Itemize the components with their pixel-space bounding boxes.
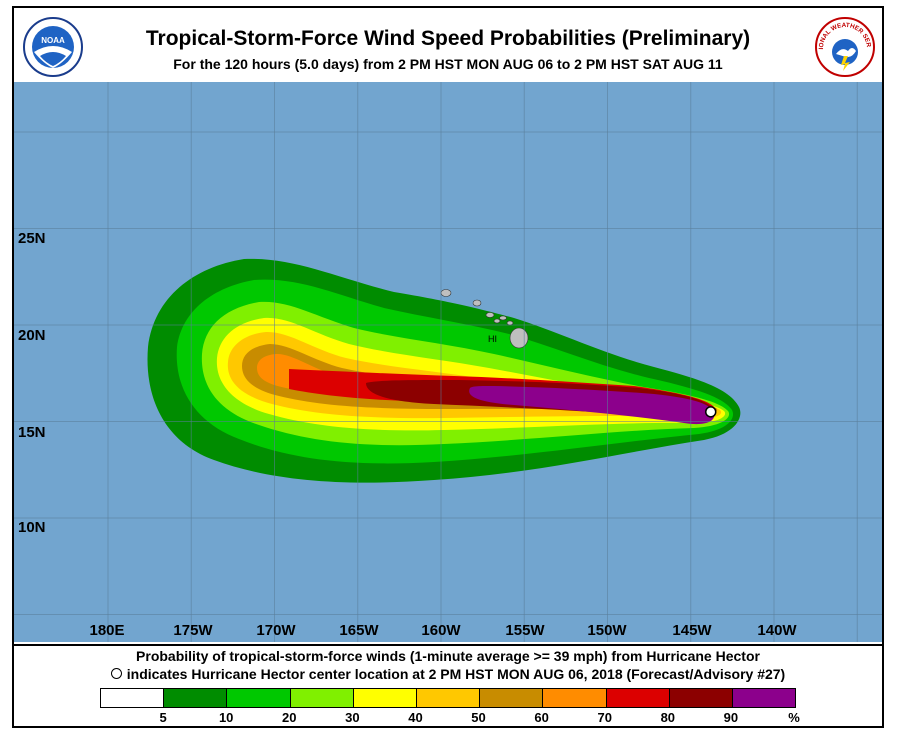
legend-swatch bbox=[227, 689, 291, 707]
noaa-logo: NOAA bbox=[23, 17, 83, 77]
header: NOAA Tropical-Storm-Force Wind Speed Pro… bbox=[14, 8, 882, 82]
legend-swatch bbox=[164, 689, 228, 707]
legend-label: % bbox=[788, 710, 800, 725]
color-legend bbox=[100, 688, 796, 708]
caption-line-2-text: indicates Hurricane Hector center locati… bbox=[126, 666, 786, 682]
lon-label-180e: 180E bbox=[89, 622, 125, 639]
island bbox=[440, 289, 452, 297]
legend-swatch bbox=[101, 689, 165, 707]
page-subtitle: For the 120 hours (5.0 days) from 2 PM H… bbox=[173, 56, 723, 72]
legend-swatch bbox=[732, 689, 796, 707]
legend-label: 30 bbox=[345, 710, 360, 725]
lat-label-25n: 25N bbox=[18, 230, 46, 247]
legend-swatch bbox=[606, 689, 670, 707]
hawaiian-islands bbox=[440, 289, 529, 349]
page-title: Tropical-Storm-Force Wind Speed Probabil… bbox=[145, 27, 751, 50]
probability-contours bbox=[147, 258, 741, 483]
legend-swatch bbox=[353, 689, 417, 707]
lon-label-170w: 170W bbox=[256, 622, 296, 639]
legend-swatch bbox=[416, 689, 481, 707]
noaa-logo-text: NOAA bbox=[41, 36, 65, 45]
hawaii-label: HI bbox=[488, 334, 497, 344]
lon-label-165w: 165W bbox=[339, 622, 379, 639]
lat-label-20n: 20N bbox=[18, 327, 46, 344]
legend-label: 80 bbox=[660, 710, 676, 725]
nws-logo: NATIONAL WEATHER SERVICE bbox=[814, 16, 875, 77]
legend-label: 60 bbox=[534, 710, 549, 725]
caption-line-1: Probability of tropical-storm-force wind… bbox=[136, 648, 760, 664]
island bbox=[472, 299, 482, 307]
caption-line-2: indicates Hurricane Hector center locati… bbox=[14, 666, 882, 682]
island bbox=[485, 312, 495, 318]
lon-label-145w: 145W bbox=[672, 622, 712, 639]
legend-label: 10 bbox=[218, 710, 234, 725]
lat-label-15n: 15N bbox=[18, 424, 46, 441]
lon-label-150w: 150W bbox=[587, 622, 627, 639]
probability-map: HI bbox=[14, 82, 882, 642]
legend-label: 40 bbox=[408, 710, 423, 725]
legend-label: 20 bbox=[282, 710, 297, 725]
lon-label-140w: 140W bbox=[757, 622, 797, 639]
lon-label-155w: 155W bbox=[505, 622, 545, 639]
legend-swatch bbox=[543, 689, 607, 707]
legend-label: 70 bbox=[597, 710, 612, 725]
legend-label: 50 bbox=[471, 710, 486, 725]
island bbox=[509, 327, 529, 349]
legend-label: 90 bbox=[723, 710, 739, 725]
legend-label: 5 bbox=[159, 710, 167, 725]
center-location-icon bbox=[110, 668, 122, 679]
lon-label-160w: 160W bbox=[421, 622, 461, 639]
legend-swatch bbox=[480, 689, 544, 707]
probability-contour-90 bbox=[469, 386, 715, 425]
legend-swatch bbox=[290, 689, 354, 707]
lon-label-175w: 175W bbox=[173, 622, 213, 639]
island bbox=[493, 318, 501, 324]
island bbox=[499, 315, 507, 321]
lat-label-10n: 10N bbox=[18, 519, 46, 536]
island bbox=[506, 320, 514, 326]
storm-center-marker bbox=[704, 406, 717, 418]
legend-swatch bbox=[669, 689, 733, 707]
footer: Probability of tropical-storm-force wind… bbox=[14, 644, 882, 728]
map-gridlines bbox=[14, 82, 882, 642]
